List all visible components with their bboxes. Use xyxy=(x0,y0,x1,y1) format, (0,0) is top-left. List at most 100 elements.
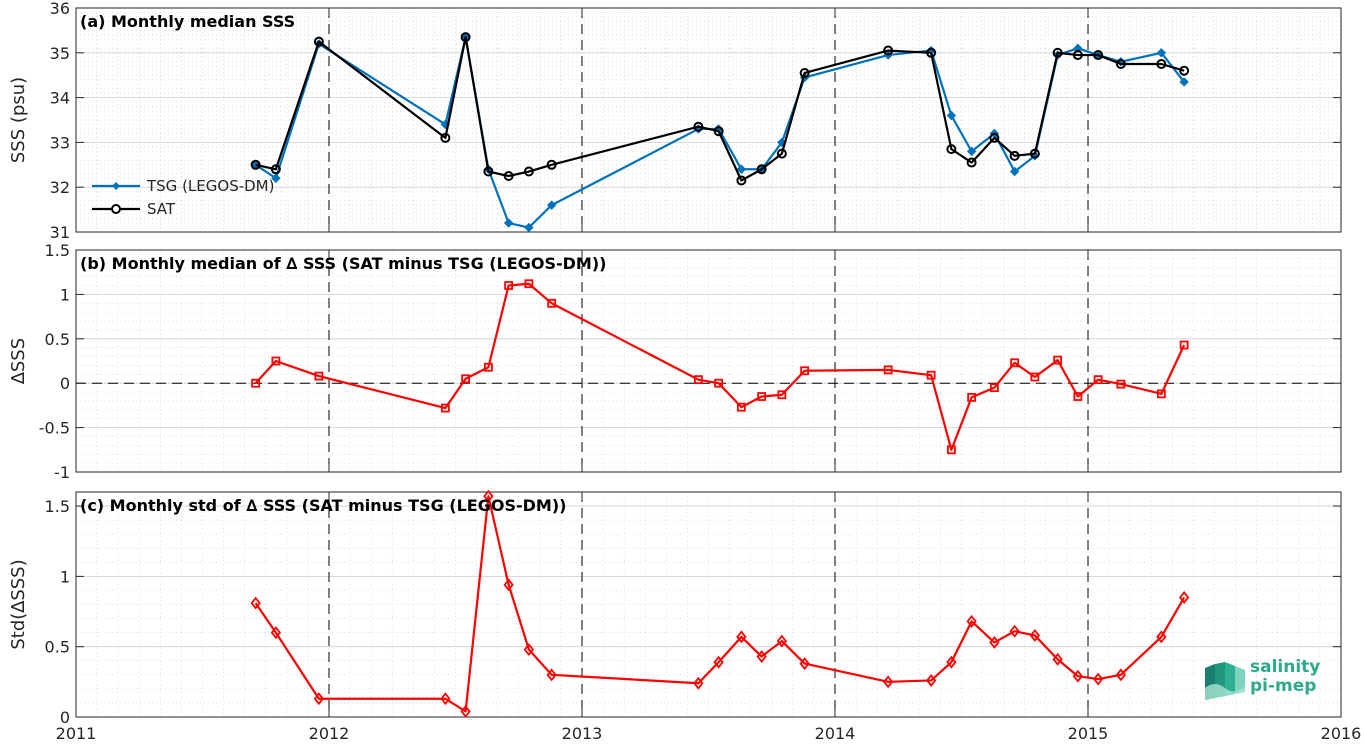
data-point xyxy=(524,222,534,233)
y-tick-label: 36 xyxy=(50,0,70,18)
data-point xyxy=(1029,148,1040,159)
data-point xyxy=(883,365,893,375)
data-point xyxy=(1156,630,1167,644)
data-point xyxy=(756,650,767,663)
x-tick-label: 2014 xyxy=(815,724,856,743)
data-point xyxy=(1072,669,1084,683)
data-point xyxy=(270,626,282,640)
y-axis-label: ∆SSS xyxy=(8,338,29,385)
data-point xyxy=(1115,59,1126,69)
data-point xyxy=(547,298,557,308)
data-point xyxy=(1156,59,1167,69)
data-point xyxy=(966,157,977,168)
data-point xyxy=(546,159,557,170)
data-point xyxy=(440,132,451,143)
data-point xyxy=(546,200,557,210)
data-point xyxy=(1179,65,1190,76)
x-tick-label: 2012 xyxy=(309,724,350,743)
data-point xyxy=(546,668,557,682)
series-line xyxy=(254,495,1186,713)
data-point xyxy=(1092,672,1104,686)
data-point xyxy=(1009,166,1020,177)
data-point xyxy=(1179,77,1189,87)
legend: TSG (LEGOS-DM) SAT xyxy=(92,177,274,218)
y-tick-label: 0.5 xyxy=(45,638,70,657)
data-point xyxy=(1178,591,1190,604)
data-point xyxy=(1073,43,1083,54)
data-point xyxy=(1052,47,1063,58)
y-tick-label: -1 xyxy=(54,463,70,482)
data-point xyxy=(713,655,724,669)
data-point xyxy=(503,218,514,228)
salinity-pi-mep-logo: salinity pi-mep xyxy=(1203,658,1333,702)
data-point xyxy=(524,279,534,289)
data-point xyxy=(926,370,936,380)
data-point xyxy=(989,383,999,393)
data-point xyxy=(882,675,894,689)
data-point xyxy=(736,164,747,174)
data-point xyxy=(966,146,977,157)
data-point xyxy=(946,655,957,669)
y-tick-label: 34 xyxy=(50,89,70,108)
data-point xyxy=(483,166,494,177)
data-point xyxy=(946,144,957,155)
x-tick-label: 2011 xyxy=(56,724,97,743)
data-point xyxy=(270,164,281,175)
data-point xyxy=(314,371,324,381)
data-point xyxy=(1179,340,1189,350)
data-point xyxy=(1009,624,1020,638)
data-point xyxy=(461,374,471,384)
y-tick-label: 1.5 xyxy=(45,497,70,516)
axes-box xyxy=(75,491,1342,718)
data-point xyxy=(1115,668,1127,682)
data-point xyxy=(736,175,747,186)
x-tick-label: 2015 xyxy=(1068,724,1109,743)
data-point xyxy=(713,126,724,137)
data-point xyxy=(946,445,956,455)
x-tick-label: 2013 xyxy=(562,724,603,743)
panel-3: 0 0.5 1 1.5 2011 2012 2013 2014 2015 2016 Std(∆SSS… xyxy=(8,489,1362,743)
data-point xyxy=(1073,392,1083,401)
data-point xyxy=(693,121,704,132)
logo-wave-icon xyxy=(1205,662,1245,700)
axes-box xyxy=(75,7,1342,233)
data-point xyxy=(460,32,471,43)
panel-2: -1 -0.5 0 0.5 1 1.5 ∆SSS (b) Monthly median of … xyxy=(8,241,1342,482)
data-point xyxy=(799,657,810,671)
data-point xyxy=(1072,50,1083,61)
x-tick-label: 2016 xyxy=(1321,724,1362,743)
data-point xyxy=(989,132,1000,143)
data-point xyxy=(1010,358,1020,368)
y-tick-label: -0.5 xyxy=(39,419,70,438)
data-point xyxy=(1053,355,1063,365)
data-point xyxy=(1029,628,1041,642)
data-point xyxy=(313,36,324,47)
data-point xyxy=(271,356,281,366)
y-tick-label: 0 xyxy=(60,708,70,727)
data-point xyxy=(946,110,957,121)
data-point xyxy=(989,636,1000,649)
y-tick-label: 1 xyxy=(60,285,70,304)
y-tick-label: 33 xyxy=(50,133,70,152)
panel-1: 31 32 33 34 35 36 SSS (psu) (a) Monthly median … xyxy=(8,0,1342,242)
data-point xyxy=(483,362,493,372)
y-tick-label: 0.5 xyxy=(45,330,70,349)
data-point xyxy=(736,630,747,644)
series-line xyxy=(254,282,1186,451)
data-point xyxy=(776,634,788,648)
data-point xyxy=(503,578,514,592)
panel-title: (b) Monthly median of ∆ SSS (SAT minus T… xyxy=(80,254,606,273)
data-point xyxy=(1009,150,1020,161)
data-point xyxy=(440,692,451,706)
data-point xyxy=(800,366,810,376)
legend-entry-label: SAT xyxy=(147,200,176,218)
y-axis-label: Std(∆SSS) xyxy=(8,559,29,649)
y-tick-label: 32 xyxy=(50,178,70,197)
legend-entry-label: TSG (LEGOS-DM) xyxy=(146,177,274,195)
y-tick-label: 1 xyxy=(60,567,70,586)
data-point xyxy=(776,148,787,159)
data-point xyxy=(1052,652,1063,666)
data-point xyxy=(460,704,471,718)
data-point xyxy=(503,171,514,181)
